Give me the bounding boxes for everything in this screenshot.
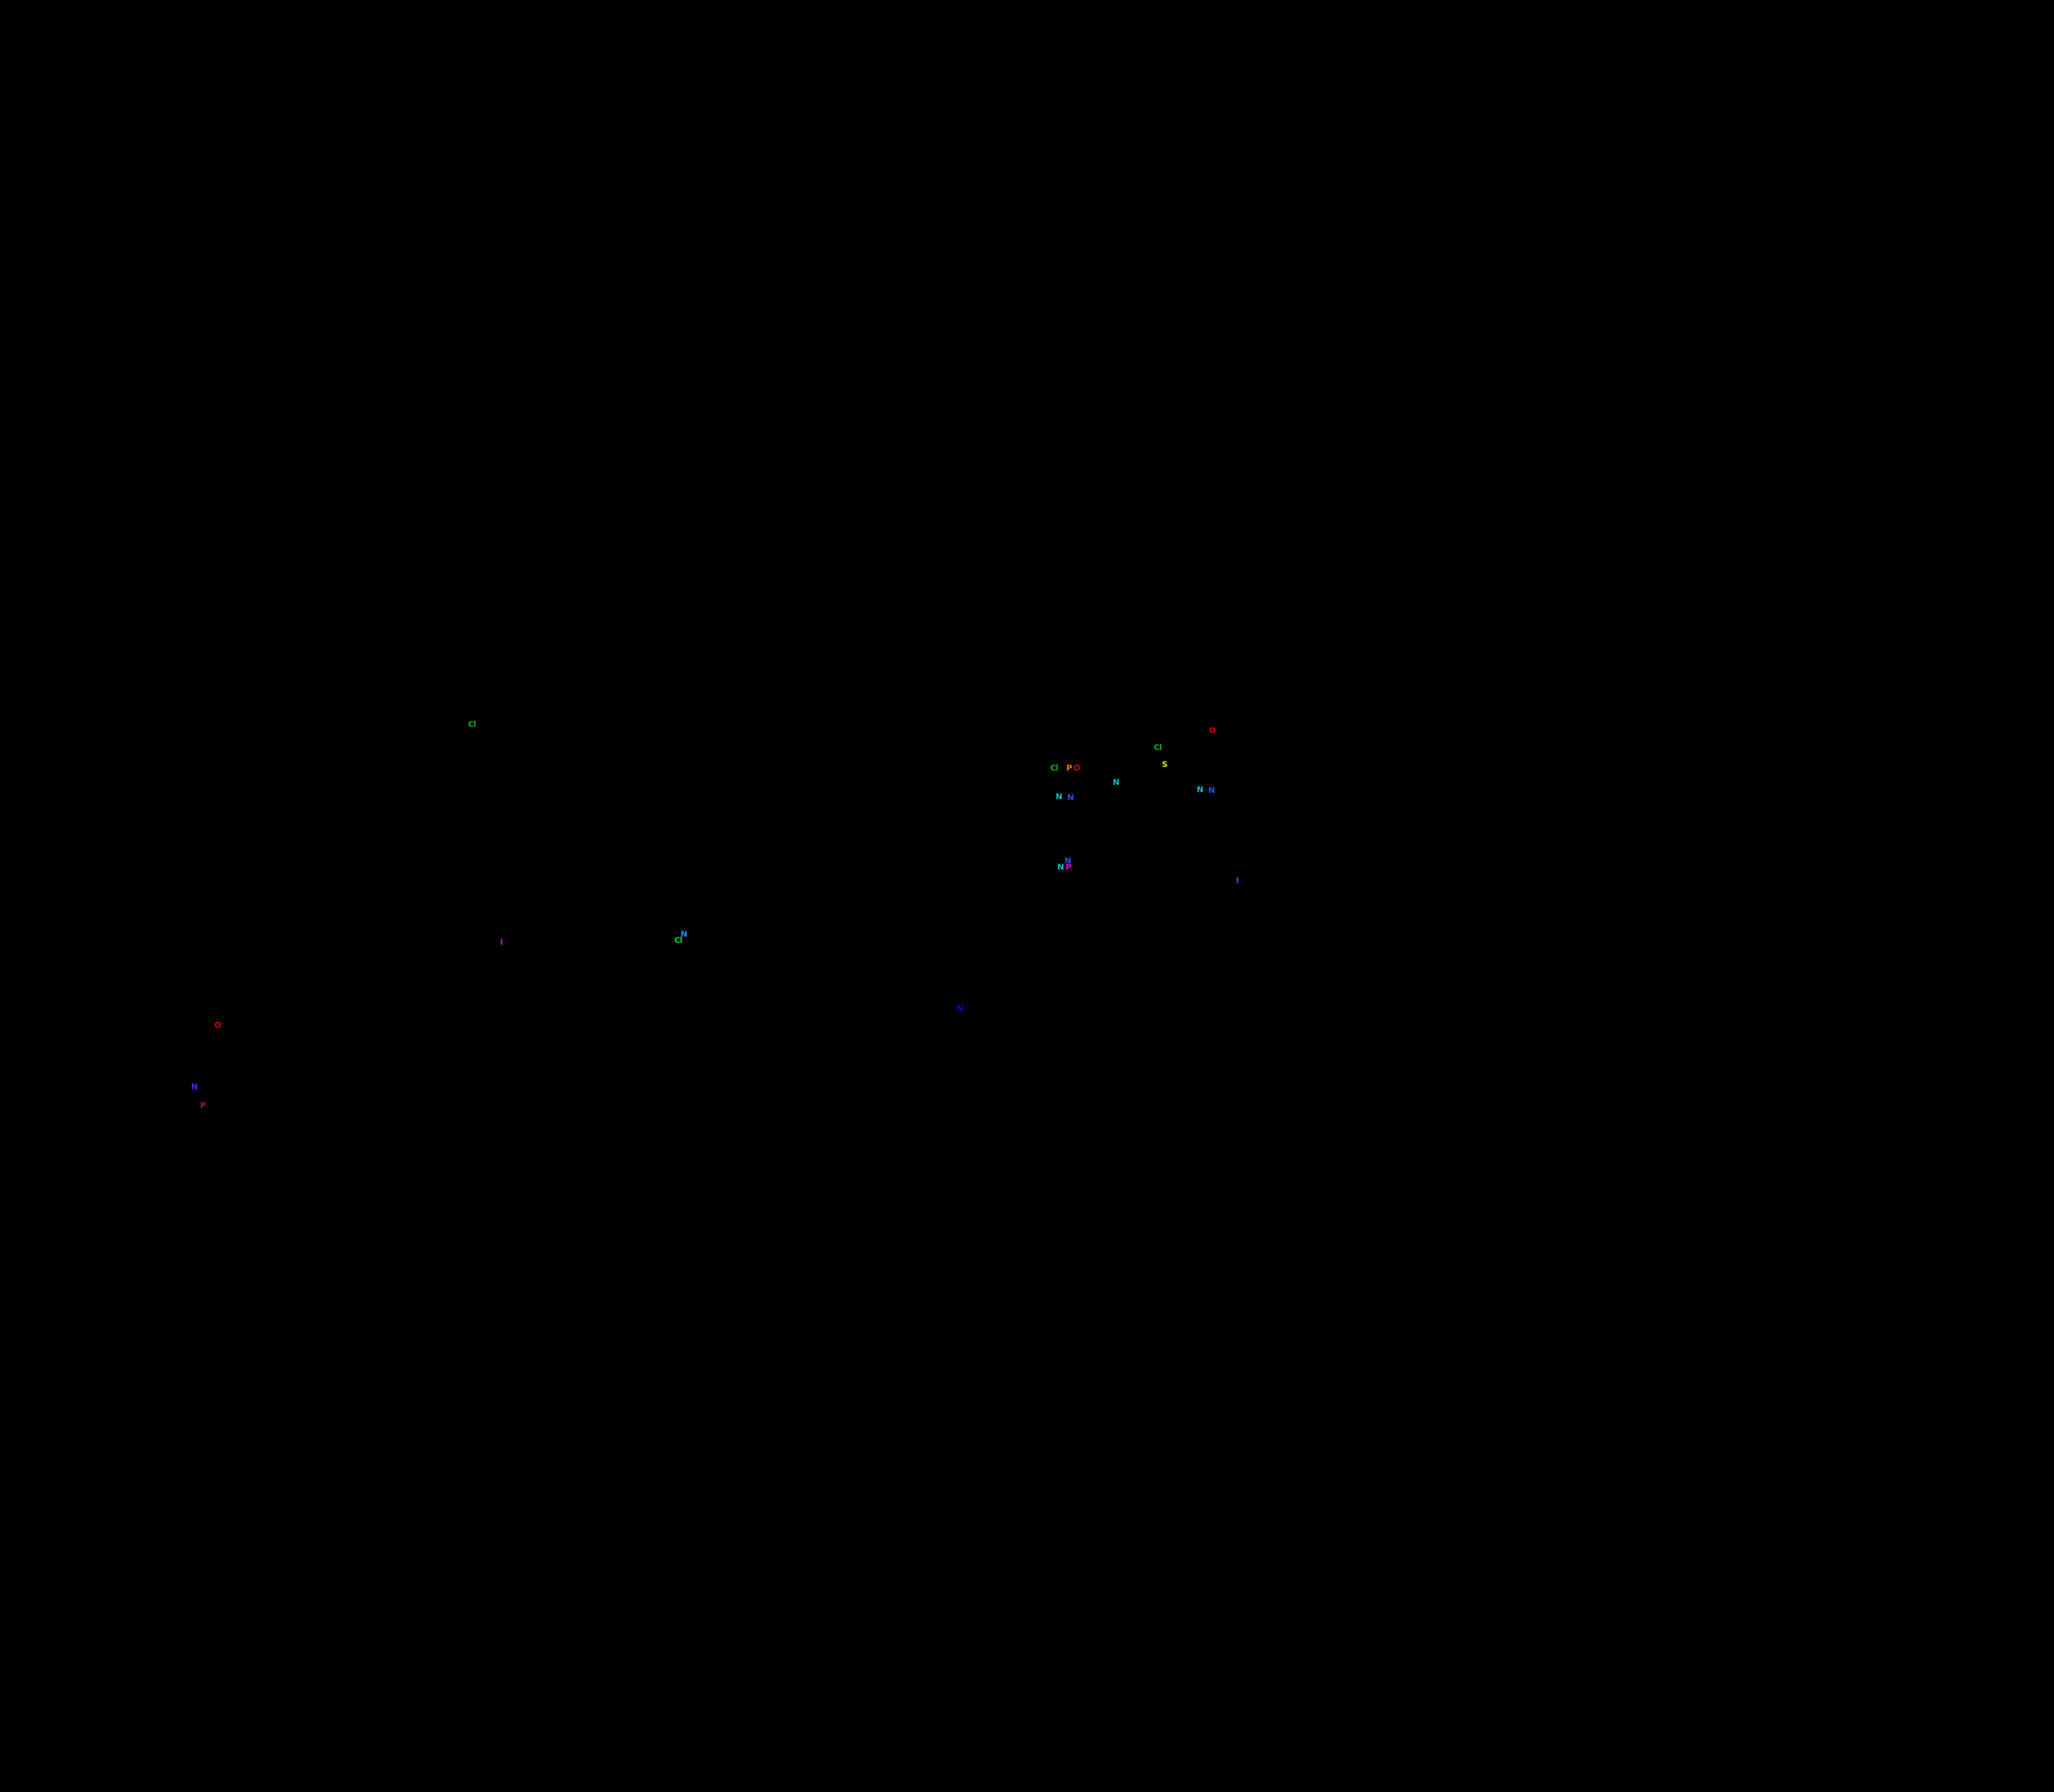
atom-label-n: N — [1057, 863, 1065, 872]
atom-label-cl: Cl — [1050, 764, 1058, 773]
atom-label-s: S — [1162, 761, 1167, 770]
atom-label-n: N — [956, 1004, 964, 1013]
atom-label-p: P — [1065, 863, 1072, 872]
atom-label-o: O — [214, 1021, 221, 1030]
atom-label-n: N — [1065, 857, 1072, 866]
atom-label-cl: Cl — [468, 721, 476, 729]
atom-label-n: N — [1067, 794, 1074, 803]
atom-label-n: N — [191, 1083, 198, 1092]
atom-label-o: O — [1209, 727, 1216, 736]
atom-label-cl: Cl — [674, 937, 682, 946]
atom-label-i: I — [500, 938, 503, 947]
atom-label-cl: Cl — [1154, 744, 1162, 753]
atom-label-i: I — [1236, 877, 1239, 886]
atom-label-p: P — [200, 1102, 206, 1111]
atom-label-n: N — [1056, 793, 1063, 802]
atom-label-n: N — [1113, 779, 1120, 788]
atom-label-o: O — [1073, 764, 1081, 773]
atom-label-n: N — [680, 930, 688, 939]
atom-label-n: N — [1197, 786, 1204, 795]
atom-label-p: P — [1066, 764, 1073, 773]
atom-label-n: N — [1208, 787, 1215, 796]
